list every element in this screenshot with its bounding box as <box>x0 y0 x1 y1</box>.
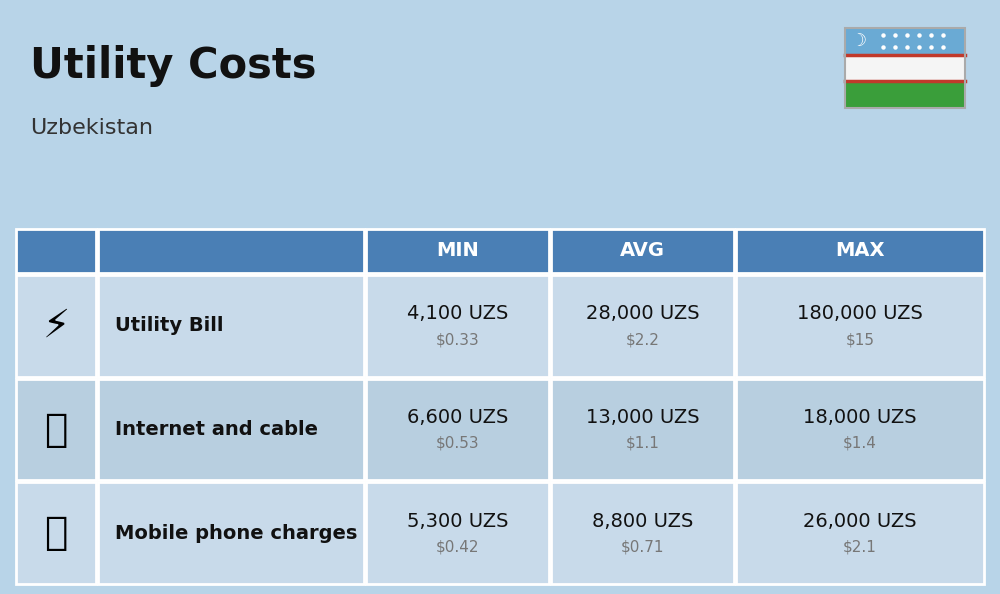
Text: 📱: 📱 <box>44 514 68 552</box>
Text: MIN: MIN <box>436 242 479 261</box>
Bar <box>98 482 364 584</box>
Text: $1.1: $1.1 <box>626 436 659 451</box>
Text: 26,000 UZS: 26,000 UZS <box>803 511 917 530</box>
Bar <box>366 378 549 481</box>
Text: $2.2: $2.2 <box>626 332 659 347</box>
Text: Utility Costs: Utility Costs <box>30 45 316 87</box>
Text: $0.33: $0.33 <box>436 332 479 347</box>
Bar <box>366 229 549 273</box>
Text: $2.1: $2.1 <box>843 540 877 555</box>
Text: Utility Bill: Utility Bill <box>115 317 224 336</box>
Bar <box>366 482 549 584</box>
Bar <box>551 275 734 377</box>
Bar <box>98 275 364 377</box>
Bar <box>98 378 364 481</box>
Text: 180,000 UZS: 180,000 UZS <box>797 304 923 323</box>
Bar <box>16 275 96 377</box>
Text: $0.71: $0.71 <box>621 540 664 555</box>
Bar <box>736 378 984 481</box>
Text: 5,300 UZS: 5,300 UZS <box>407 511 508 530</box>
Text: 18,000 UZS: 18,000 UZS <box>803 408 917 427</box>
Bar <box>16 378 96 481</box>
Bar <box>845 28 965 55</box>
Text: $0.42: $0.42 <box>436 540 479 555</box>
Text: Internet and cable: Internet and cable <box>115 420 318 439</box>
Text: 4,100 UZS: 4,100 UZS <box>407 304 508 323</box>
Text: AVG: AVG <box>620 242 665 261</box>
Text: 13,000 UZS: 13,000 UZS <box>586 408 699 427</box>
Text: 6,600 UZS: 6,600 UZS <box>407 408 508 427</box>
Bar <box>736 482 984 584</box>
Bar <box>736 229 984 273</box>
Text: $0.53: $0.53 <box>436 436 479 451</box>
Bar <box>845 28 965 108</box>
Bar <box>551 378 734 481</box>
Text: ☽: ☽ <box>851 32 867 50</box>
Bar <box>551 482 734 584</box>
Text: $1.4: $1.4 <box>843 436 877 451</box>
Bar <box>845 55 965 81</box>
Text: 8,800 UZS: 8,800 UZS <box>592 511 693 530</box>
Text: ⚡: ⚡ <box>42 307 70 345</box>
Bar <box>551 229 734 273</box>
Bar <box>845 81 965 108</box>
Text: 28,000 UZS: 28,000 UZS <box>586 304 699 323</box>
Text: Uzbekistan: Uzbekistan <box>30 118 153 138</box>
Bar <box>16 229 96 273</box>
Bar <box>98 229 364 273</box>
Bar <box>366 275 549 377</box>
Text: Mobile phone charges: Mobile phone charges <box>115 524 357 543</box>
Text: $15: $15 <box>846 332 874 347</box>
Bar <box>736 275 984 377</box>
Text: 📶: 📶 <box>44 410 68 448</box>
Text: MAX: MAX <box>835 242 885 261</box>
Bar <box>16 482 96 584</box>
